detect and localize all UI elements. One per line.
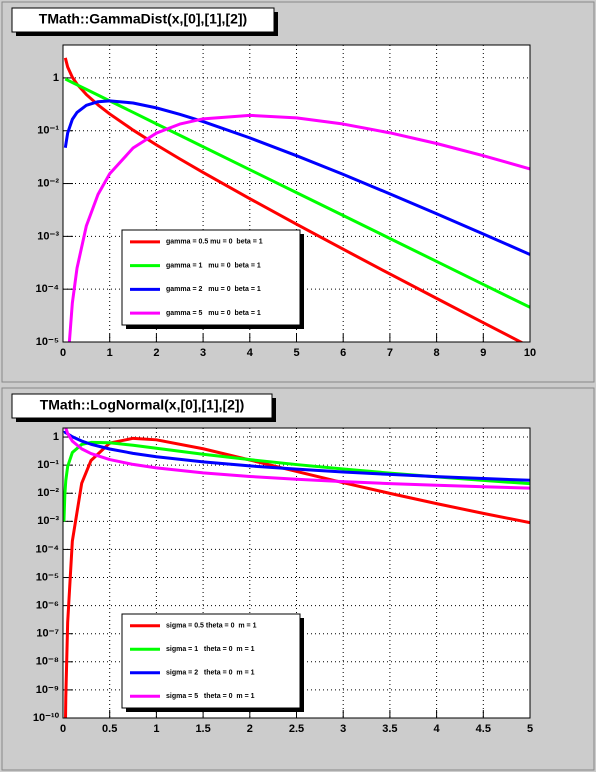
chart-title: TMath::LogNormal(x,[0],[1],[2]) xyxy=(40,397,245,413)
x-tick-label: 0.5 xyxy=(102,723,117,735)
x-tick-label: 0 xyxy=(60,723,66,735)
x-tick-label: 1 xyxy=(107,347,113,359)
y-tick-label: 10⁻⁴ xyxy=(36,543,59,555)
x-tick-label: 4 xyxy=(434,723,441,735)
x-tick-label: 6 xyxy=(340,347,346,359)
legend xyxy=(121,613,301,709)
series-line xyxy=(67,113,530,342)
x-tick-label: 10 xyxy=(524,347,536,359)
legend-label: gamma = 2 mu = 0 beta = 1 xyxy=(166,286,261,293)
legend-label: sigma = 5 theta = 0 m = 1 xyxy=(166,693,255,700)
x-tick-label: 7 xyxy=(387,347,393,359)
x-tick-label: 5 xyxy=(293,347,299,359)
y-tick-label: 1 xyxy=(53,431,59,443)
y-tick-label: 10⁻² xyxy=(37,487,59,499)
legend-label: sigma = 1 theta = 0 m = 1 xyxy=(166,646,255,653)
y-tick-label: 10⁻⁹ xyxy=(36,684,59,696)
x-tick-label: 2.5 xyxy=(289,723,304,735)
series-line xyxy=(64,428,530,490)
x-tick-label: 3.5 xyxy=(382,723,397,735)
y-tick-label: 1 xyxy=(53,72,59,84)
title-box xyxy=(11,393,273,419)
legend xyxy=(121,229,301,326)
series-line xyxy=(64,436,530,718)
x-tick-label: 8 xyxy=(434,347,440,359)
series-line xyxy=(63,99,530,256)
plot-frame xyxy=(62,427,531,719)
plot-frame xyxy=(62,44,531,343)
legend-label: gamma = 1 mu = 0 beta = 1 xyxy=(166,262,261,269)
legend-label: gamma = 0.5 mu = 0 beta = 1 xyxy=(166,239,263,246)
x-tick-label: 1 xyxy=(153,723,159,735)
y-tick-label: 10⁻³ xyxy=(37,230,59,242)
x-tick-label: 0 xyxy=(60,347,66,359)
x-tick-label: 2 xyxy=(153,347,159,359)
x-tick-label: 4.5 xyxy=(476,723,491,735)
x-tick-label: 4 xyxy=(247,347,254,359)
y-tick-label: 10⁻¹ xyxy=(37,459,59,471)
x-tick-label: 5 xyxy=(527,723,533,735)
y-tick-label: 10⁻⁸ xyxy=(36,656,59,668)
x-tick-label: 2 xyxy=(247,723,253,735)
y-tick-label: 10⁻¹ xyxy=(37,125,59,137)
x-tick-label: 1.5 xyxy=(195,723,210,735)
y-tick-label: 10⁻⁴ xyxy=(36,283,59,295)
legend-label: sigma = 0.5 theta = 0 m = 1 xyxy=(166,623,257,630)
y-tick-label: 10⁻⁵ xyxy=(36,571,59,583)
legend-label: sigma = 2 theta = 0 m = 1 xyxy=(166,670,255,677)
x-tick-label: 3 xyxy=(200,347,206,359)
x-tick-label: 9 xyxy=(480,347,486,359)
y-tick-label: 10⁻⁵ xyxy=(36,336,59,348)
legend-label: gamma = 5 mu = 0 beta = 1 xyxy=(166,310,261,317)
y-tick-label: 10⁻¹⁰ xyxy=(33,712,60,724)
y-tick-label: 10⁻² xyxy=(37,177,59,189)
y-tick-label: 10⁻³ xyxy=(37,515,59,527)
y-tick-label: 10⁻⁶ xyxy=(36,600,59,612)
title-box xyxy=(11,7,275,33)
chart-title: TMath::GammaDist(x,[0],[1],[2]) xyxy=(39,11,247,27)
x-tick-label: 3 xyxy=(340,723,346,735)
y-tick-label: 10⁻⁷ xyxy=(36,628,59,640)
